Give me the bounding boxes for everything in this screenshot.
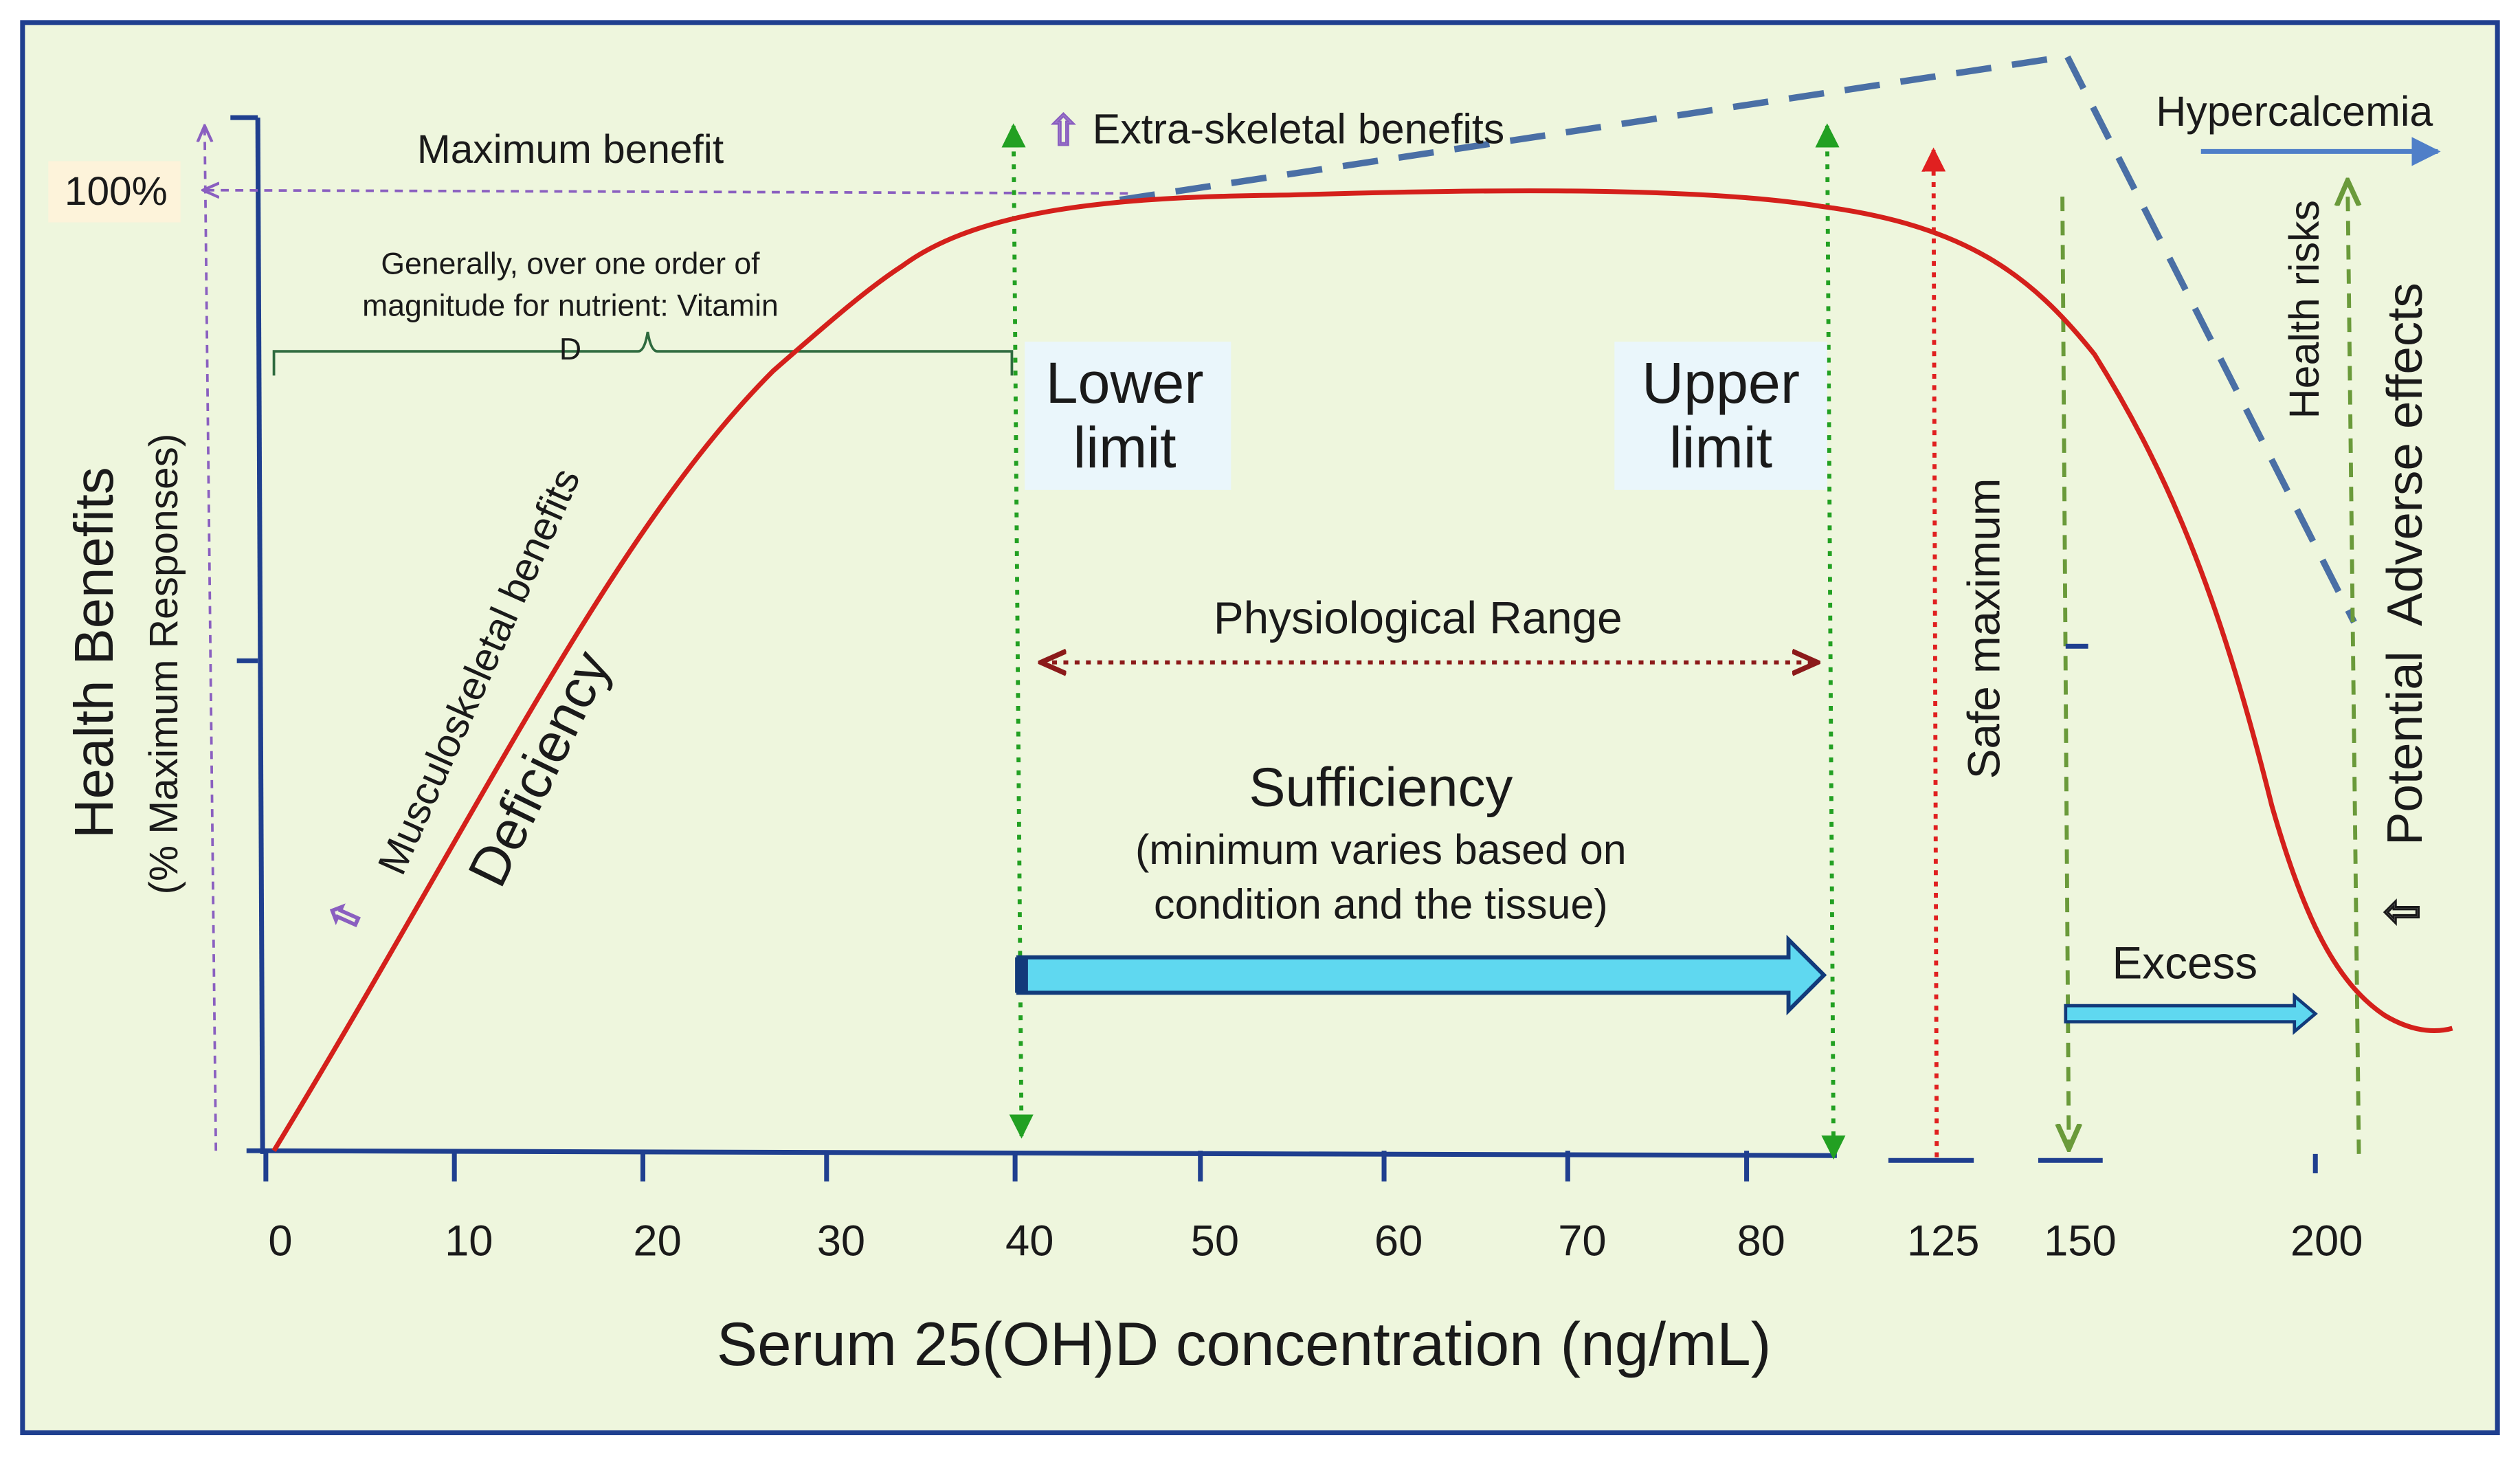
x-tick-label: 0 [268,1217,292,1265]
x-tick-label: 70 [1558,1217,1606,1265]
y-axis [230,115,265,1154]
upper-limit-guide [1815,123,1846,1160]
hundred-percent-label: 100% [65,169,168,214]
adverse-effects-guide [2348,181,2359,1154]
health-risks-guide [2062,197,2069,1149]
extra-skeletal-dashed-line [1119,52,2357,624]
safe-maximum-label: Safe maximum [1959,478,2009,779]
y-axis-title: Health Benefits [63,467,124,839]
sufficiency-note-line-2: condition and the tissue) [1154,881,1608,928]
upper-limit-line-2: limit [1669,415,1772,480]
x-tick-label: 80 [1737,1217,1785,1265]
upper-limit-line-1: Upper [1642,351,1800,415]
x-tick-label: 20 [633,1217,681,1265]
upper-limit-box: Upper limit [1614,342,1827,490]
order-of-magnitude-line-2: magnitude for nutrient: Vitamin [362,289,779,323]
x-tick-label: 125 [1907,1217,1980,1265]
x-tick-label: 60 [1374,1217,1423,1265]
health-benefit-curve [271,188,2453,1152]
excess-arrow [2064,993,2318,1035]
extra-skeletal-arrow-glyph: ⇧ [1046,107,1081,154]
x-tick-label: 200 [2290,1217,2363,1265]
excess-label: Excess [2112,938,2258,988]
lower-limit-line-1: Lower [1046,351,1204,415]
x-tick-label: 10 [445,1217,493,1265]
max-benefit-vertical-guide [205,126,218,1151]
max-benefit-horizontal-guide [203,190,1128,194]
hypercalcemia-label: Hypercalcemia [2156,88,2433,135]
x-tick-label: 40 [1005,1217,1053,1265]
x-tick-label: 50 [1191,1217,1239,1265]
x-axis-title: Serum 25(OH)D concentration (ng/mL) [717,1309,1772,1378]
health-risks-label: Health risks [2281,200,2328,419]
sufficiency-arrow-cap [1015,957,1028,993]
safe-maximum-guide [1921,147,1946,1158]
sufficiency-arrow [1016,934,1827,1016]
lower-limit-box: Lower limit [1025,342,1231,490]
x-axis: 0 10 20 30 40 50 60 70 80 125 150 200 [263,1148,2363,1265]
y-axis-subtitle: (% Maximum Responses) [142,434,186,895]
extra-skeletal-label: Extra-skeletal benefits [1093,106,1505,153]
adverse-effects-label: Potential Adverse effects [2377,283,2433,845]
x-tick-label: 30 [817,1217,865,1265]
order-of-magnitude-brace [272,331,1014,376]
sufficiency-note-line-1: (minimum varies based on [1135,826,1627,873]
hundred-percent-box [48,161,181,223]
sufficiency-label: Sufficiency [1249,756,1513,817]
panel-background [20,20,2500,1436]
maximum-benefit-label: Maximum benefit [417,127,724,172]
order-of-magnitude-line-3: D [559,333,581,366]
adverse-effects-arrow-glyph: ⇧ [2378,894,2428,931]
order-of-magnitude-line-1: Generally, over one order of [381,247,760,281]
lower-limit-line-2: limit [1073,415,1177,480]
physiological-range-label: Physiological Range [1214,592,1623,643]
x-tick-label: 150 [2044,1217,2117,1265]
